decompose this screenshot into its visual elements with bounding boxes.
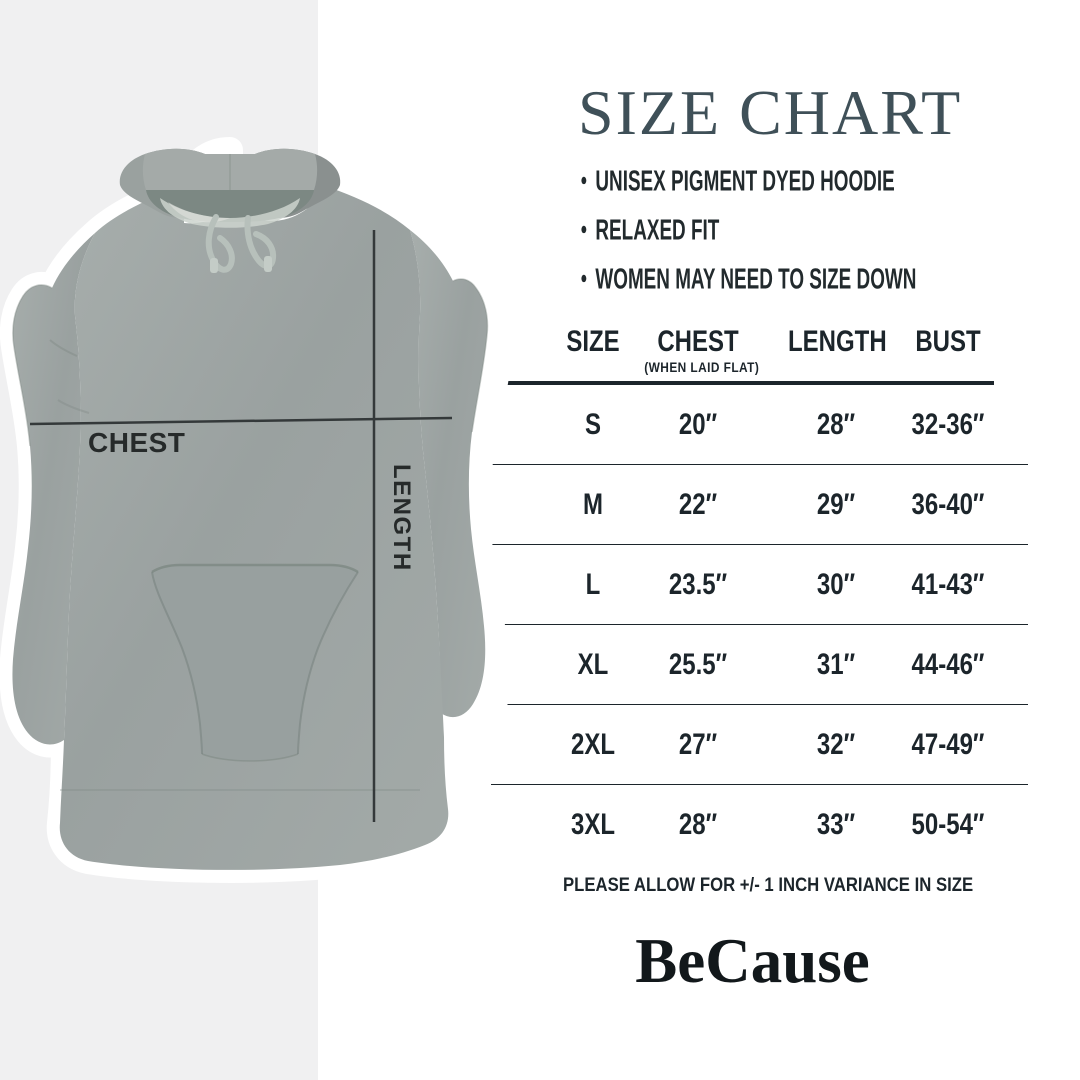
svg-text:CHEST: CHEST: [88, 427, 185, 458]
svg-text:LENGTH: LENGTH: [388, 464, 415, 572]
